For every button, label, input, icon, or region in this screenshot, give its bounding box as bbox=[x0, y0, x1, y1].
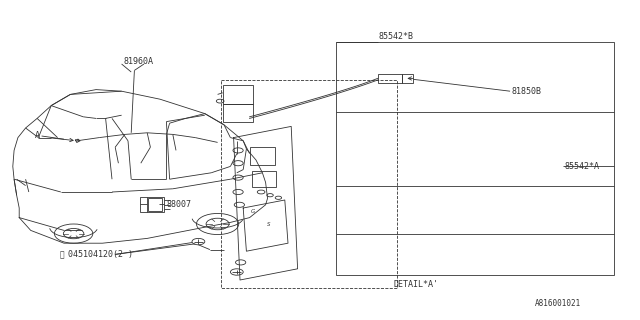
Bar bbox=[223, 85, 253, 104]
Bar bbox=[336, 42, 614, 275]
Bar bbox=[140, 197, 164, 212]
Text: A816001021: A816001021 bbox=[534, 300, 580, 308]
Text: A: A bbox=[35, 132, 40, 140]
Text: 88007: 88007 bbox=[166, 200, 191, 209]
Text: DETAIL*A': DETAIL*A' bbox=[394, 280, 438, 289]
Text: 85542*B: 85542*B bbox=[379, 32, 414, 41]
Text: 81850B: 81850B bbox=[512, 87, 542, 96]
Bar bbox=[221, 80, 397, 288]
Text: G: G bbox=[251, 209, 255, 214]
Bar bbox=[223, 104, 253, 122]
Text: 81960A: 81960A bbox=[124, 57, 154, 66]
Bar bbox=[252, 171, 276, 187]
Text: 045104120(2 ): 045104120(2 ) bbox=[68, 250, 134, 259]
Bar bbox=[148, 198, 162, 211]
Text: 85542*A: 85542*A bbox=[564, 162, 600, 171]
Text: S: S bbox=[267, 221, 271, 227]
Text: Ⓢ: Ⓢ bbox=[60, 250, 64, 259]
Bar bbox=[378, 74, 402, 83]
Bar bbox=[250, 147, 275, 165]
Bar bbox=[402, 74, 413, 83]
